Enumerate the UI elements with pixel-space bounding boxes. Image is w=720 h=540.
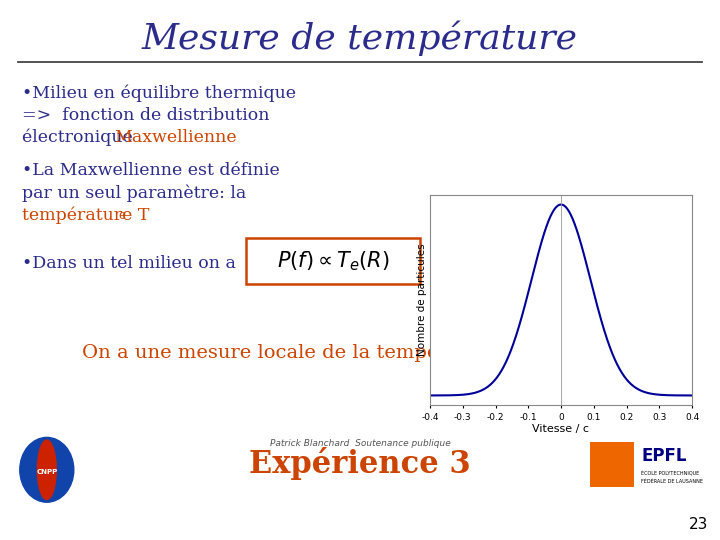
- Text: CNPP: CNPP: [36, 469, 58, 476]
- Text: par un seul paramètre: la: par un seul paramètre: la: [22, 184, 246, 201]
- Text: e: e: [118, 209, 125, 222]
- Text: Patrick Blanchard  Soutenance publique: Patrick Blanchard Soutenance publique: [269, 440, 451, 449]
- Text: ÉCOLE POLYTECHNIQUE: ÉCOLE POLYTECHNIQUE: [641, 470, 699, 475]
- FancyBboxPatch shape: [246, 238, 420, 284]
- Text: Expérience 3: Expérience 3: [249, 448, 471, 481]
- Ellipse shape: [19, 437, 74, 502]
- Text: $P(f) \propto T_e(R)$: $P(f) \propto T_e(R)$: [276, 249, 390, 273]
- Text: EPFL: EPFL: [641, 447, 687, 465]
- Ellipse shape: [37, 440, 56, 500]
- Text: température T: température T: [22, 206, 149, 224]
- Text: •La Maxwellienne est définie: •La Maxwellienne est définie: [22, 162, 280, 179]
- X-axis label: Vitesse / c: Vitesse / c: [533, 424, 590, 434]
- Text: Mesure de température: Mesure de température: [142, 20, 578, 56]
- FancyBboxPatch shape: [590, 442, 634, 487]
- Text: Maxwellienne: Maxwellienne: [114, 129, 237, 146]
- Text: •Dans un tel milieu on a: •Dans un tel milieu on a: [22, 255, 236, 272]
- Text: FÉDÉRALE DE LAUSANNE: FÉDÉRALE DE LAUSANNE: [641, 480, 703, 484]
- Text: 23: 23: [688, 517, 708, 532]
- Text: •Milieu en équilibre thermique: •Milieu en équilibre thermique: [22, 85, 296, 103]
- Text: électronique: électronique: [22, 129, 138, 146]
- Y-axis label: Nombre de particules: Nombre de particules: [417, 244, 427, 356]
- Text: =>  fonction de distribution: => fonction de distribution: [22, 107, 269, 124]
- Text: On a une mesure locale de la température des électrons: On a une mesure locale de la température…: [81, 342, 639, 362]
